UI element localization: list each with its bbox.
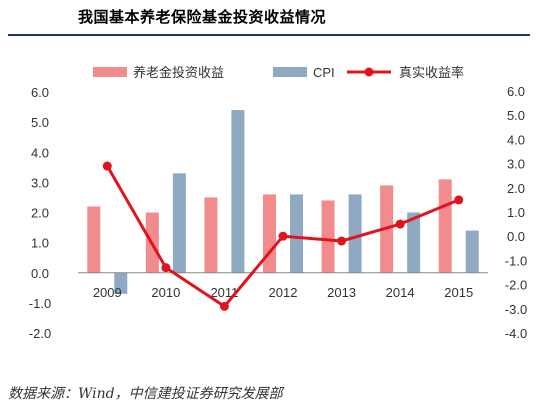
right-tick-label: 5.0 bbox=[507, 108, 525, 123]
left-tick-label: -1.0 bbox=[29, 296, 51, 311]
pension-return-bar bbox=[87, 206, 101, 273]
left-tick-label: -2.0 bbox=[29, 326, 51, 341]
cpi-bar bbox=[465, 230, 479, 273]
real-return-point bbox=[161, 263, 171, 273]
right-tick-label: 2.0 bbox=[507, 181, 525, 196]
cpi-bar bbox=[290, 194, 303, 273]
cpi-bar bbox=[407, 212, 421, 273]
left-tick-label: 6.0 bbox=[31, 85, 49, 100]
title-underline bbox=[8, 34, 530, 36]
x-tick-label: 2014 bbox=[386, 285, 415, 300]
real-return-point bbox=[219, 301, 229, 311]
left-axis: 6.0 5.0 4.0 3.0 2.0 1.0 0.0 -1.0 -2.0 bbox=[29, 85, 51, 341]
right-axis: 6.0 5.0 4.0 3.0 2.0 1.0 0.0 -1.0 -2.0 -3.0 -4.0 bbox=[505, 84, 527, 341]
right-tick-label: -3.0 bbox=[505, 302, 527, 317]
right-tick-label: 3.0 bbox=[507, 157, 525, 172]
x-tick-label: 2012 bbox=[269, 285, 298, 300]
legend: 养老金投资收益 CPI 真实收益率 bbox=[93, 65, 464, 80]
left-tick-label: 0.0 bbox=[31, 266, 49, 281]
cpi-bar bbox=[231, 110, 245, 273]
real-return-point bbox=[278, 231, 288, 241]
left-tick-label: 5.0 bbox=[31, 115, 49, 130]
legend-marker bbox=[364, 67, 374, 77]
x-tick-label: 2013 bbox=[327, 285, 356, 300]
pension-return-bar bbox=[321, 200, 335, 273]
legend-label: CPI bbox=[313, 65, 335, 80]
right-tick-label: 6.0 bbox=[507, 84, 525, 99]
x-tick-label: 2015 bbox=[444, 285, 473, 300]
x-tick-label: 2010 bbox=[151, 285, 180, 300]
pension-return-bar bbox=[204, 197, 218, 273]
chart-title: 我国基本养老保险基金投资收益情况 bbox=[78, 8, 327, 26]
legend-swatch bbox=[93, 67, 127, 77]
left-tick-label: 1.0 bbox=[31, 236, 49, 251]
left-tick-label: 4.0 bbox=[31, 145, 49, 160]
pension-return-bar bbox=[263, 194, 276, 273]
cpi-bar bbox=[172, 173, 186, 273]
x-axis-labels: 2009 2010 2011 2012 2013 2014 2015 bbox=[93, 285, 473, 300]
cpi-bar bbox=[348, 194, 362, 273]
legend-label: 真实收益率 bbox=[399, 65, 464, 80]
right-tick-label: 1.0 bbox=[507, 205, 525, 220]
x-tick-label: 2009 bbox=[93, 285, 122, 300]
real-return-point bbox=[102, 161, 112, 171]
right-tick-label: -2.0 bbox=[505, 278, 527, 293]
right-tick-label: 4.0 bbox=[507, 132, 525, 147]
right-tick-label: -1.0 bbox=[505, 253, 527, 268]
pension-return-bar bbox=[438, 179, 452, 273]
chart: 养老金投资收益 CPI 真实收益率 6.0 5.0 4.0 3.0 2.0 1.0 0.0 -1.… bbox=[29, 65, 527, 341]
real-return-point bbox=[395, 219, 405, 229]
source-note: 数据来源：Wind，中信建投证券研究发展部 bbox=[8, 386, 283, 402]
real-return-point bbox=[454, 195, 464, 205]
right-tick-label: -4.0 bbox=[505, 326, 527, 341]
legend-label: 养老金投资收益 bbox=[133, 65, 224, 80]
left-tick-label: 2.0 bbox=[31, 206, 49, 221]
left-tick-label: 3.0 bbox=[31, 175, 49, 190]
bars bbox=[87, 110, 479, 294]
right-tick-label: 0.0 bbox=[507, 229, 525, 244]
cpi-bar bbox=[114, 272, 128, 294]
real-return-point bbox=[337, 236, 347, 246]
real-return-line bbox=[102, 161, 464, 311]
legend-swatch bbox=[273, 67, 307, 77]
